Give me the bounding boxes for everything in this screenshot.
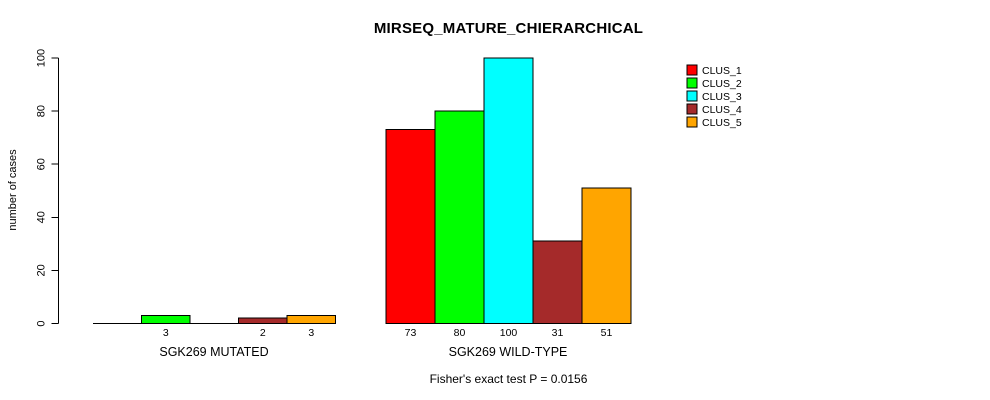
y-axis-title: number of cases <box>7 149 19 231</box>
bar-value-label: 100 <box>500 327 518 339</box>
y-tick-label: 0 <box>36 320 48 326</box>
legend-label: CLUS_2 <box>702 78 742 90</box>
legend-label: CLUS_1 <box>702 65 742 77</box>
x-category-label-wild-type: SGK269 WILD-TYPE <box>448 345 568 359</box>
legend-swatch-clus_2 <box>686 77 698 89</box>
bar-clus_4 <box>532 240 583 325</box>
bar-value-label: 73 <box>405 327 417 339</box>
legend-swatch-clus_5 <box>686 116 698 128</box>
legend-label: CLUS_3 <box>702 91 742 103</box>
legend-swatch-clus_1 <box>686 64 698 76</box>
bar-clus_5 <box>286 315 336 325</box>
bar-clus_4 <box>238 317 288 325</box>
bar-value-label: 31 <box>552 327 564 339</box>
y-tick-label: 80 <box>36 105 48 117</box>
y-tick-label: 40 <box>36 211 48 223</box>
bar-value-label: 3 <box>163 327 169 339</box>
bar-clus_2 <box>434 110 485 324</box>
legend-label: CLUS_4 <box>702 104 742 116</box>
bar-value-label: 80 <box>454 327 466 339</box>
y-tick-label: 20 <box>36 264 48 276</box>
y-tick-label: 60 <box>36 158 48 170</box>
bar-value-label: 51 <box>601 327 613 339</box>
y-tick-label: 100 <box>36 49 48 67</box>
x-category-label-mutated: SGK269 MUTATED <box>159 345 269 359</box>
chart-title: MIRSEQ_MATURE_CHIERARCHICAL <box>373 20 644 37</box>
legend-swatch-clus_3 <box>686 90 698 102</box>
bar-clus_3 <box>483 57 534 324</box>
legend-swatch-clus_4 <box>686 103 698 115</box>
legend-label: CLUS_5 <box>702 117 742 129</box>
bar-value-label: 2 <box>260 327 266 339</box>
bar-clus_2 <box>141 315 191 325</box>
bar-value-label: 3 <box>308 327 314 339</box>
bar-clus_5 <box>581 187 632 324</box>
fisher-test-annotation: Fisher's exact test P = 0.0156 <box>429 372 588 386</box>
bar-clus_1 <box>385 129 436 324</box>
